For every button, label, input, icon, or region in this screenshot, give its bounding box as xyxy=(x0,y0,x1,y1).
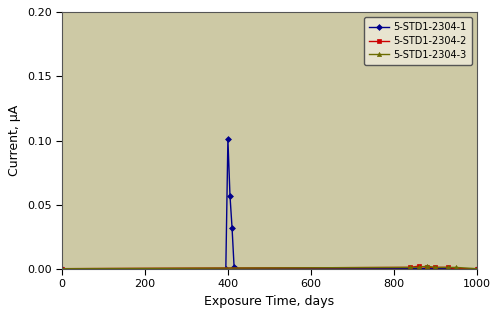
5-STD1-2304-3 xyxy=(407,265,413,269)
5-STD1-2304-2 xyxy=(432,265,438,269)
5-STD1-2304-3 xyxy=(59,267,65,270)
5-STD1-2304-1 xyxy=(233,267,239,270)
5-STD1-2304-1 xyxy=(59,267,65,270)
5-STD1-2304-3 xyxy=(445,265,451,269)
5-STD1-2304-3 xyxy=(432,265,438,269)
5-STD1-2304-2 xyxy=(474,267,480,270)
5-STD1-2304-1 xyxy=(229,226,235,229)
5-STD1-2304-2 xyxy=(453,267,459,270)
5-STD1-2304-3 xyxy=(453,265,459,269)
5-STD1-2304-1 xyxy=(223,267,229,270)
5-STD1-2304-2 xyxy=(445,265,451,269)
5-STD1-2304-1 xyxy=(231,265,237,269)
Line: 5-STD1-2304-1: 5-STD1-2304-1 xyxy=(60,137,479,271)
5-STD1-2304-1 xyxy=(225,137,231,141)
5-STD1-2304-1 xyxy=(474,267,480,270)
5-STD1-2304-2 xyxy=(416,264,422,268)
Line: 5-STD1-2304-3: 5-STD1-2304-3 xyxy=(60,264,479,271)
5-STD1-2304-2 xyxy=(59,267,65,270)
Legend: 5-STD1-2304-1, 5-STD1-2304-2, 5-STD1-2304-3: 5-STD1-2304-1, 5-STD1-2304-2, 5-STD1-230… xyxy=(364,17,472,65)
5-STD1-2304-2 xyxy=(407,265,413,269)
X-axis label: Exposure Time, days: Exposure Time, days xyxy=(204,295,334,308)
5-STD1-2304-1 xyxy=(227,194,233,198)
5-STD1-2304-3 xyxy=(416,265,422,269)
Y-axis label: Current, μA: Current, μA xyxy=(8,105,21,176)
5-STD1-2304-2 xyxy=(424,265,430,269)
5-STD1-2304-3 xyxy=(474,267,480,270)
5-STD1-2304-3 xyxy=(424,264,430,268)
Line: 5-STD1-2304-2: 5-STD1-2304-2 xyxy=(60,264,479,271)
